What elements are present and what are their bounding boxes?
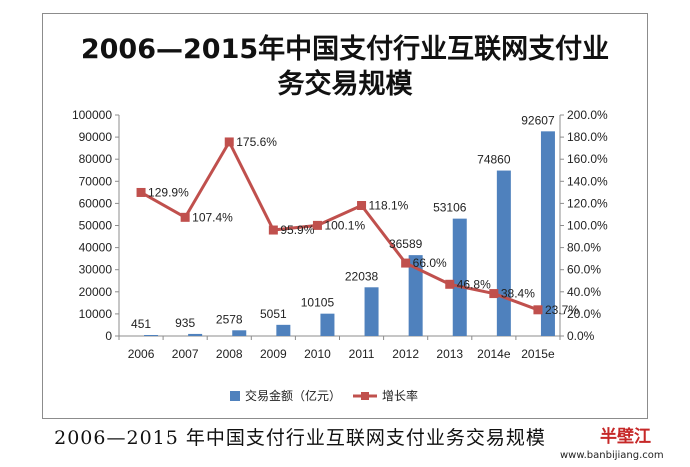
data-labels: 451 935 2578 5051 10105 22038 36589 53106 74860 9… xyxy=(131,113,579,331)
figure-caption: 2006—2015 年中国支付行业互联网支付业务交易规模 xyxy=(54,427,546,449)
bar-data-label: 935 xyxy=(175,316,195,330)
right-tick-label: 60.0% xyxy=(567,263,601,277)
right-tick-label: 100.0% xyxy=(567,219,608,233)
x-tick-label: 2008 xyxy=(216,347,243,361)
legend-line-label: 增长率 xyxy=(382,388,418,403)
left-tick-label: 30000 xyxy=(79,263,113,277)
x-tick-label: 2006 xyxy=(128,347,155,361)
line-point xyxy=(533,305,543,315)
bar-data-label: 36589 xyxy=(389,237,423,251)
bar-data-label: 74860 xyxy=(477,153,511,167)
line-data-label: 38.4% xyxy=(501,287,535,301)
line-series xyxy=(136,137,543,315)
left-tick-label: 50000 xyxy=(79,219,113,233)
chart-title-line-1: 2006—2015年中国支付行业互联网支付业 xyxy=(80,34,610,65)
bar-data-label: 22038 xyxy=(345,269,379,283)
right-tick-label: 140.0% xyxy=(567,174,608,188)
right-tick-label: 180.0% xyxy=(567,130,608,144)
left-tick-label: 40000 xyxy=(79,241,113,255)
bar xyxy=(232,330,247,336)
legend-bar-swatch xyxy=(230,391,240,401)
watermark-logo: 半壁江 xyxy=(600,427,651,447)
line-data-label: 46.8% xyxy=(457,277,491,291)
line-point xyxy=(268,225,278,235)
line-point xyxy=(180,212,190,222)
right-tick-label: 120.0% xyxy=(567,196,608,210)
line-point xyxy=(224,137,234,147)
legend: 交易金额（亿元） 增长率 xyxy=(230,388,418,403)
line-point xyxy=(401,258,411,268)
bar-data-label: 10105 xyxy=(301,296,335,310)
line-data-label: 175.6% xyxy=(236,135,277,149)
x-tick-label: 2013 xyxy=(436,347,463,361)
line-data-label: 95.9% xyxy=(280,223,314,237)
bar-data-label: 451 xyxy=(131,317,151,331)
x-tick-label: 2010 xyxy=(304,347,331,361)
bar xyxy=(188,333,203,336)
x-tick-label: 2014e xyxy=(477,347,511,361)
line-data-label: 66.0% xyxy=(413,256,447,270)
line-data-label: 129.9% xyxy=(148,185,189,199)
x-tick-label: 2015e xyxy=(521,347,555,361)
bar xyxy=(408,255,423,336)
left-tick-label: 20000 xyxy=(79,285,113,299)
left-tick-label: 70000 xyxy=(79,174,113,188)
left-tick-label: 60000 xyxy=(79,196,113,210)
bar xyxy=(320,313,335,336)
x-tick-label: 2007 xyxy=(172,347,199,361)
bar xyxy=(496,170,511,336)
line-data-label: 23.7% xyxy=(545,303,579,317)
right-tick-label: 160.0% xyxy=(567,152,608,166)
bar-data-label: 53106 xyxy=(433,201,467,215)
growth-rate-line xyxy=(140,138,539,312)
left-tick-label: 100000 xyxy=(72,108,112,122)
legend-line-marker xyxy=(361,392,369,400)
watermark-url: www.banbijiang.com xyxy=(560,450,664,461)
line-point xyxy=(489,289,499,299)
bar xyxy=(540,131,555,336)
line-data-label: 100.1% xyxy=(324,218,365,232)
right-tick-label: 80.0% xyxy=(567,241,601,255)
left-tick-label: 10000 xyxy=(79,307,113,321)
bar xyxy=(276,324,291,336)
left-tick-label: 0 xyxy=(105,329,112,343)
left-tick-label: 90000 xyxy=(79,130,113,144)
legend-bar-label: 交易金额（亿元） xyxy=(245,388,341,403)
x-tick-label: 2009 xyxy=(260,347,287,361)
bar xyxy=(364,287,379,336)
line-data-label: 107.4% xyxy=(192,210,233,224)
bar xyxy=(452,218,467,336)
line-point xyxy=(445,279,455,289)
x-tick-label: 2012 xyxy=(392,347,419,361)
chart-title-line-2: 务交易规模 xyxy=(277,69,413,100)
bar-data-label: 2578 xyxy=(216,312,243,326)
bar xyxy=(144,335,159,336)
line-point xyxy=(136,187,146,197)
right-tick-label: 0.0% xyxy=(567,329,595,343)
line-data-label: 118.1% xyxy=(369,198,409,212)
bar-data-label: 5051 xyxy=(260,307,287,321)
bar-data-label: 92607 xyxy=(521,113,555,127)
line-point xyxy=(357,200,367,210)
right-tick-label: 20.0% xyxy=(567,307,601,321)
axes: 0 10000 20000 30000 40000 50000 60000 70000 8000… xyxy=(72,108,608,361)
left-tick-label: 80000 xyxy=(79,152,113,166)
right-tick-label: 200.0% xyxy=(567,108,608,122)
right-tick-label: 40.0% xyxy=(567,285,601,299)
x-tick-label: 2011 xyxy=(349,347,375,361)
line-point xyxy=(312,220,322,230)
